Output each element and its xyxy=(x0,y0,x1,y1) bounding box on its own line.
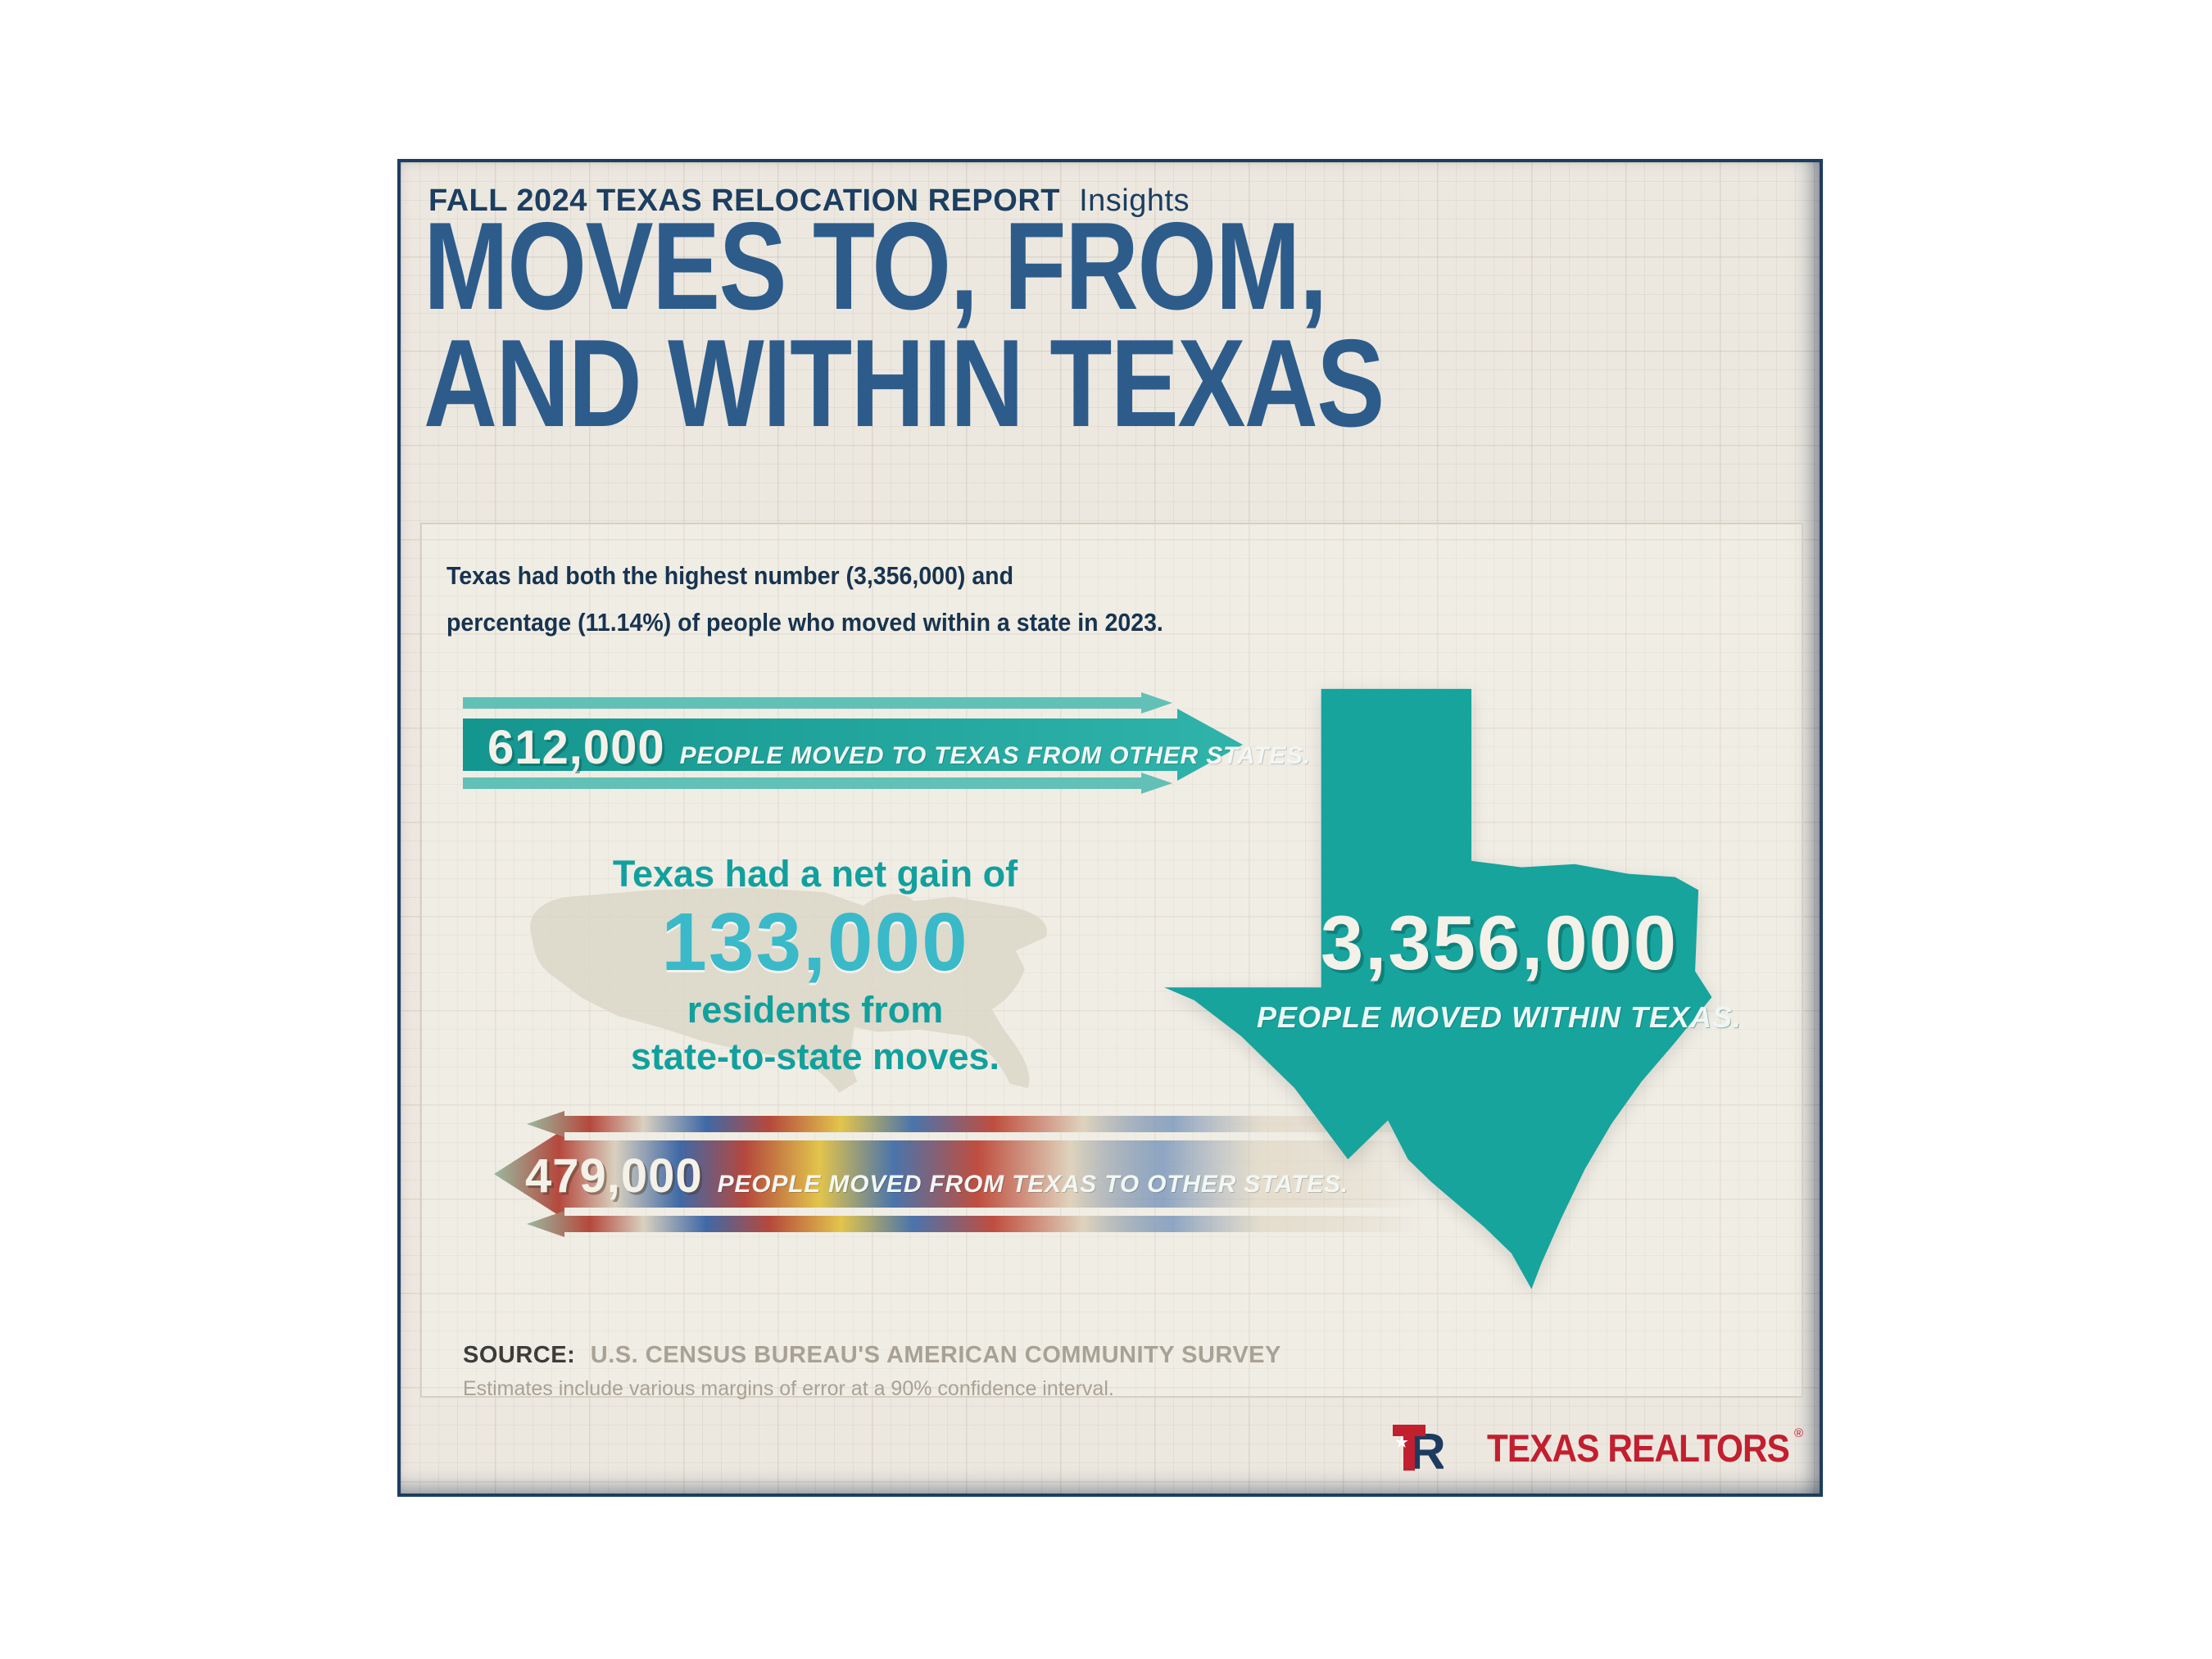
report-kicker: FALL 2024 TEXAS RELOCATION REPORT Insigh… xyxy=(428,184,1190,219)
net-gain-value: 133,000 xyxy=(661,895,969,988)
logo-wordmark: TEXAS REALTORS xyxy=(1487,1426,1790,1470)
net-gain-line-3: state-to-state moves. xyxy=(630,1036,1000,1078)
us-map-icon xyxy=(530,887,1047,1093)
moved-from-stat: 479,000 PEOPLE MOVED FROM TEXAS TO OTHER… xyxy=(525,1149,1349,1203)
left-arrow-bottom-stripe xyxy=(527,1211,1424,1237)
logo-registered-mark: ® xyxy=(1793,1426,1803,1440)
intro-line-1: Texas had both the highest number (3,356… xyxy=(446,561,1014,590)
moved-within-stat: 3,356,000 PEOPLE MOVED WITHIN TEXAS. xyxy=(1229,899,1770,1035)
texas-map-icon xyxy=(1164,688,1712,1290)
left-arrow-icon xyxy=(494,1111,1424,1237)
net-gain-block: Texas had a net gain of 133,000 resident… xyxy=(504,841,1126,1152)
logo-letter-t xyxy=(1393,1425,1426,1471)
infographic-panel: FALL 2024 TEXAS RELOCATION REPORT Insigh… xyxy=(397,159,1823,1497)
disclaimer-text: Estimates include various margins of err… xyxy=(463,1377,1114,1400)
intro-text: Texas had both the highest number (3,356… xyxy=(446,552,1163,646)
moved-within-value: 3,356,000 xyxy=(1320,900,1679,986)
left-arrow-top-stripe xyxy=(527,1111,1424,1137)
right-arrow-top-stripe xyxy=(463,692,1172,714)
moved-from-arrow: 479,000 PEOPLE MOVED FROM TEXAS TO OTHER… xyxy=(486,1108,1424,1240)
source-line: SOURCE: U.S. CENSUS BUREAU'S AMERICAN CO… xyxy=(463,1342,1281,1369)
net-gain-text: Texas had a net gain of 133,000 resident… xyxy=(504,841,1126,1081)
kicker-report-name: FALL 2024 TEXAS RELOCATION REPORT xyxy=(428,184,1060,218)
intro-line-2: percentage (11.14%) of people who moved … xyxy=(446,608,1163,637)
left-arrow-main xyxy=(494,1129,1424,1219)
source-note: SOURCE: U.S. CENSUS BUREAU'S AMERICAN CO… xyxy=(463,1342,1281,1401)
page-title: MOVES TO, FROM, AND WITHIN TEXAS xyxy=(424,197,1594,453)
source-text: U.S. CENSUS BUREAU'S AMERICAN COMMUNITY … xyxy=(590,1342,1281,1368)
kicker-insights: Insights xyxy=(1079,184,1190,218)
right-arrow-main xyxy=(463,709,1243,781)
moved-within-label: PEOPLE MOVED WITHIN TEXAS. xyxy=(1256,1000,1743,1034)
moved-to-stat: 612,000 PEOPLE MOVED TO TEXAS FROM OTHER… xyxy=(487,720,1311,775)
right-arrow-icon xyxy=(463,692,1243,794)
logo-star-icon: ★ xyxy=(1394,1434,1409,1452)
source-label: SOURCE: xyxy=(463,1342,576,1368)
texas-map-block: 3,356,000 PEOPLE MOVED WITHIN TEXAS. xyxy=(1114,679,1782,1328)
texas-realtors-logo: R ★ TEXAS REALTORS ® xyxy=(1391,1421,1803,1474)
moved-from-value: 479,000 xyxy=(525,1149,703,1203)
right-arrow-bottom-stripe xyxy=(463,773,1172,794)
title-line-1: MOVES TO, FROM, xyxy=(424,197,1327,336)
moved-to-label: PEOPLE MOVED TO TEXAS FROM OTHER STATES. xyxy=(679,742,1312,769)
moved-from-label: PEOPLE MOVED FROM TEXAS TO OTHER STATES. xyxy=(717,1171,1349,1198)
moved-to-arrow: 612,000 PEOPLE MOVED TO TEXAS FROM OTHER… xyxy=(463,692,1310,794)
texas-realtors-mark-icon: R ★ xyxy=(1393,1424,1444,1474)
content-box: Texas had both the highest number (3,356… xyxy=(420,523,1803,1401)
net-gain-line-2: residents from xyxy=(687,988,944,1031)
moved-to-value: 612,000 xyxy=(487,721,665,774)
net-gain-line-1: Texas had a net gain of xyxy=(612,853,1018,895)
title-line-2: AND WITHIN TEXAS xyxy=(424,313,1385,453)
